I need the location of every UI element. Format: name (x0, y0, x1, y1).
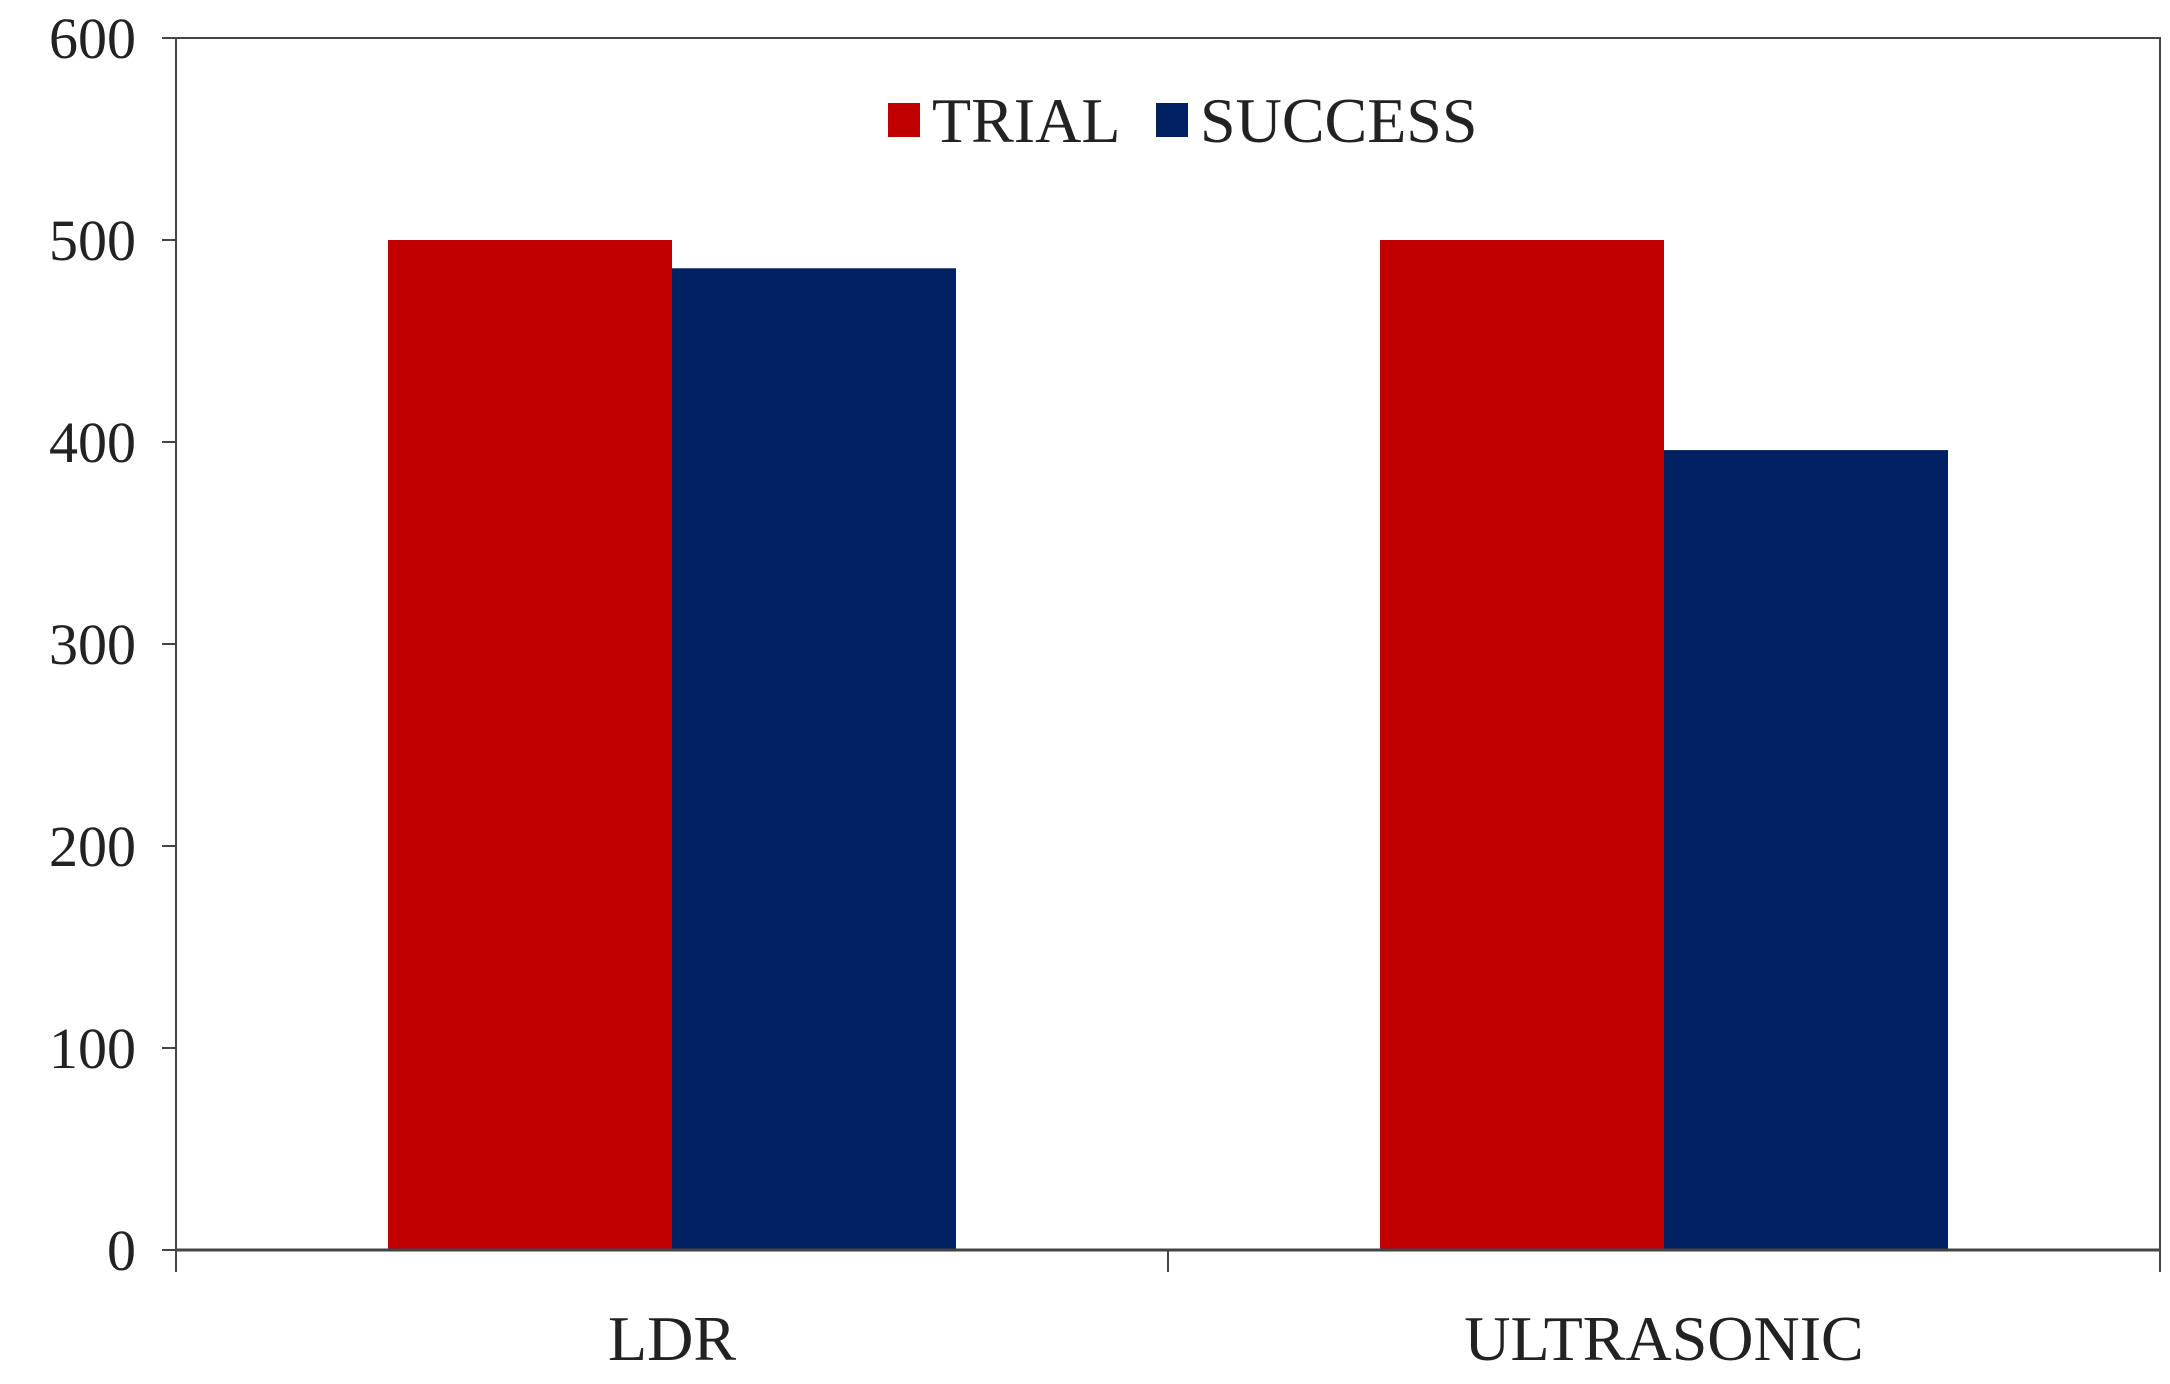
y-tick-label: 400 (49, 410, 136, 475)
y-tick-label: 500 (49, 208, 136, 273)
y-tick-label: 100 (49, 1016, 136, 1081)
bar-trial-ldr (388, 240, 672, 1250)
y-tick-label: 0 (107, 1218, 136, 1283)
legend: TRIAL SUCCESS (888, 85, 1477, 156)
legend-swatch-success (1156, 103, 1188, 137)
x-category-label: LDR (608, 1303, 736, 1374)
bar-success-ultrasonic (1664, 450, 1948, 1251)
y-tick-label: 200 (49, 814, 136, 879)
bar-trial-ultrasonic (1380, 240, 1664, 1250)
y-axis: 0 100 200 300 400 500 600 (49, 6, 176, 1283)
bar-success-ldr (672, 268, 956, 1250)
y-tick-label: 300 (49, 612, 136, 677)
x-axis: LDR ULTRASONIC (175, 1248, 2161, 1374)
y-tick-label: 600 (49, 6, 136, 71)
legend-label-success: SUCCESS (1200, 85, 1477, 156)
bars (388, 240, 1948, 1251)
x-category-label: ULTRASONIC (1464, 1303, 1863, 1374)
legend-label-trial: TRIAL (932, 85, 1120, 156)
legend-swatch-trial (888, 103, 920, 137)
